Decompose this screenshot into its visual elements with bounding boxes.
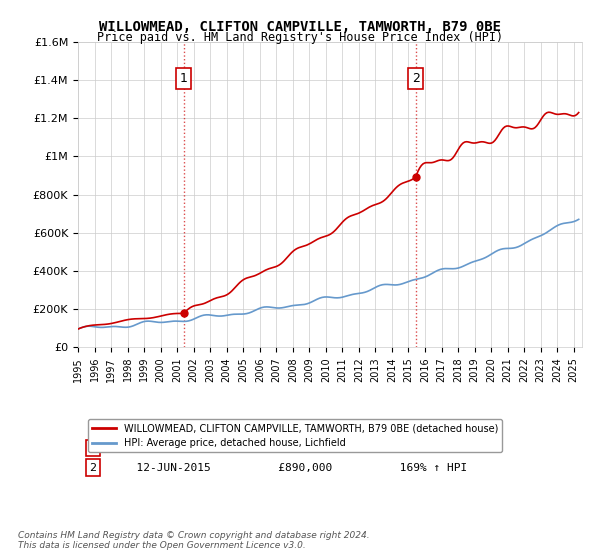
Text: 1: 1 xyxy=(89,443,97,453)
Legend: WILLOWMEAD, CLIFTON CAMPVILLE, TAMWORTH, B79 0BE (detached house), HPI: Average : WILLOWMEAD, CLIFTON CAMPVILLE, TAMWORTH,… xyxy=(88,419,502,452)
Text: WILLOWMEAD, CLIFTON CAMPVILLE, TAMWORTH, B79 0BE: WILLOWMEAD, CLIFTON CAMPVILLE, TAMWORTH,… xyxy=(99,20,501,34)
Text: Contains HM Land Registry data © Crown copyright and database right 2024.
This d: Contains HM Land Registry data © Crown c… xyxy=(18,530,370,550)
Text: 22-MAY-2001          £178,333          14% ↑ HPI: 22-MAY-2001 £178,333 14% ↑ HPI xyxy=(124,443,461,453)
Text: 12-JUN-2015          £890,000          169% ↑ HPI: 12-JUN-2015 £890,000 169% ↑ HPI xyxy=(124,463,467,473)
Text: 1: 1 xyxy=(179,72,188,85)
Text: Price paid vs. HM Land Registry's House Price Index (HPI): Price paid vs. HM Land Registry's House … xyxy=(97,31,503,44)
Text: 2: 2 xyxy=(412,72,420,85)
Text: 2: 2 xyxy=(89,463,97,473)
